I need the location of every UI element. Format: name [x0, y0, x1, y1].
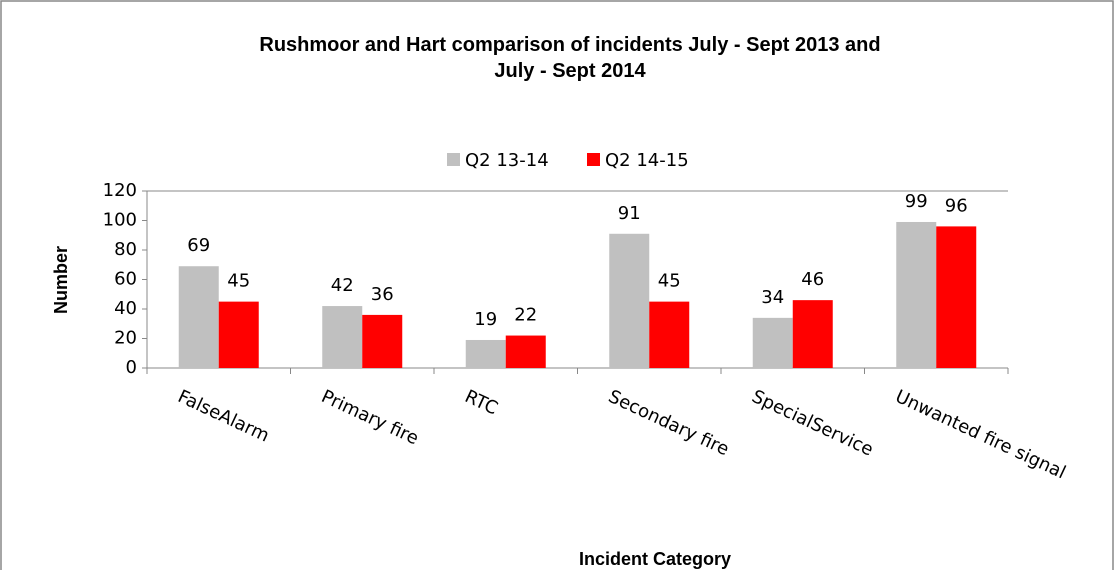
data-label: 19: [474, 309, 497, 330]
y-tick-label: 0: [126, 357, 137, 378]
data-label: 36: [371, 284, 394, 305]
data-label: 46: [801, 269, 824, 290]
data-label: 45: [658, 271, 681, 292]
data-label: 22: [514, 305, 537, 326]
bar: [362, 314, 403, 368]
y-tick-label: 40: [114, 298, 137, 319]
bar: [936, 226, 977, 368]
chart-title: Rushmoor and Hart comparison of incident…: [259, 34, 881, 82]
bar: [649, 301, 690, 368]
x-tick-label: Primary fire: [318, 386, 422, 449]
bar: [178, 266, 219, 368]
y-tick-label: 20: [114, 328, 137, 349]
bar: [465, 339, 506, 368]
x-tick-label: Unwanted fire signal: [892, 386, 1069, 483]
legend-swatch: [587, 153, 600, 166]
y-tick-label: 80: [114, 239, 137, 260]
data-label: 91: [618, 203, 641, 224]
data-label: 42: [331, 275, 354, 296]
x-tick-label: FalseAlarm: [175, 386, 273, 447]
data-label: 69: [187, 235, 210, 256]
legend-swatch: [447, 153, 460, 166]
bar: [896, 221, 937, 368]
y-tick-label: 120: [103, 180, 137, 201]
legend-label: Q2 14-15: [605, 150, 689, 171]
bar: [752, 317, 793, 368]
x-axis-label: Incident Category: [579, 549, 731, 569]
x-tick-label: Secondary fire: [605, 386, 732, 460]
y-tick-label: 60: [114, 269, 137, 290]
x-tick-label: SpecialService: [749, 386, 877, 461]
bar: [218, 301, 259, 368]
bar: [792, 300, 833, 368]
data-label: 99: [905, 191, 928, 212]
data-label: 96: [945, 195, 968, 216]
legend-label: Q2 13-14: [465, 150, 549, 171]
x-tick-label: RTC: [462, 386, 501, 419]
data-label: 34: [761, 287, 784, 308]
bar: [609, 233, 650, 368]
bar: [322, 306, 363, 368]
y-tick-label: 100: [103, 210, 137, 231]
data-label: 45: [227, 271, 250, 292]
bar: [505, 335, 546, 368]
y-axis-label: Number: [51, 246, 71, 314]
